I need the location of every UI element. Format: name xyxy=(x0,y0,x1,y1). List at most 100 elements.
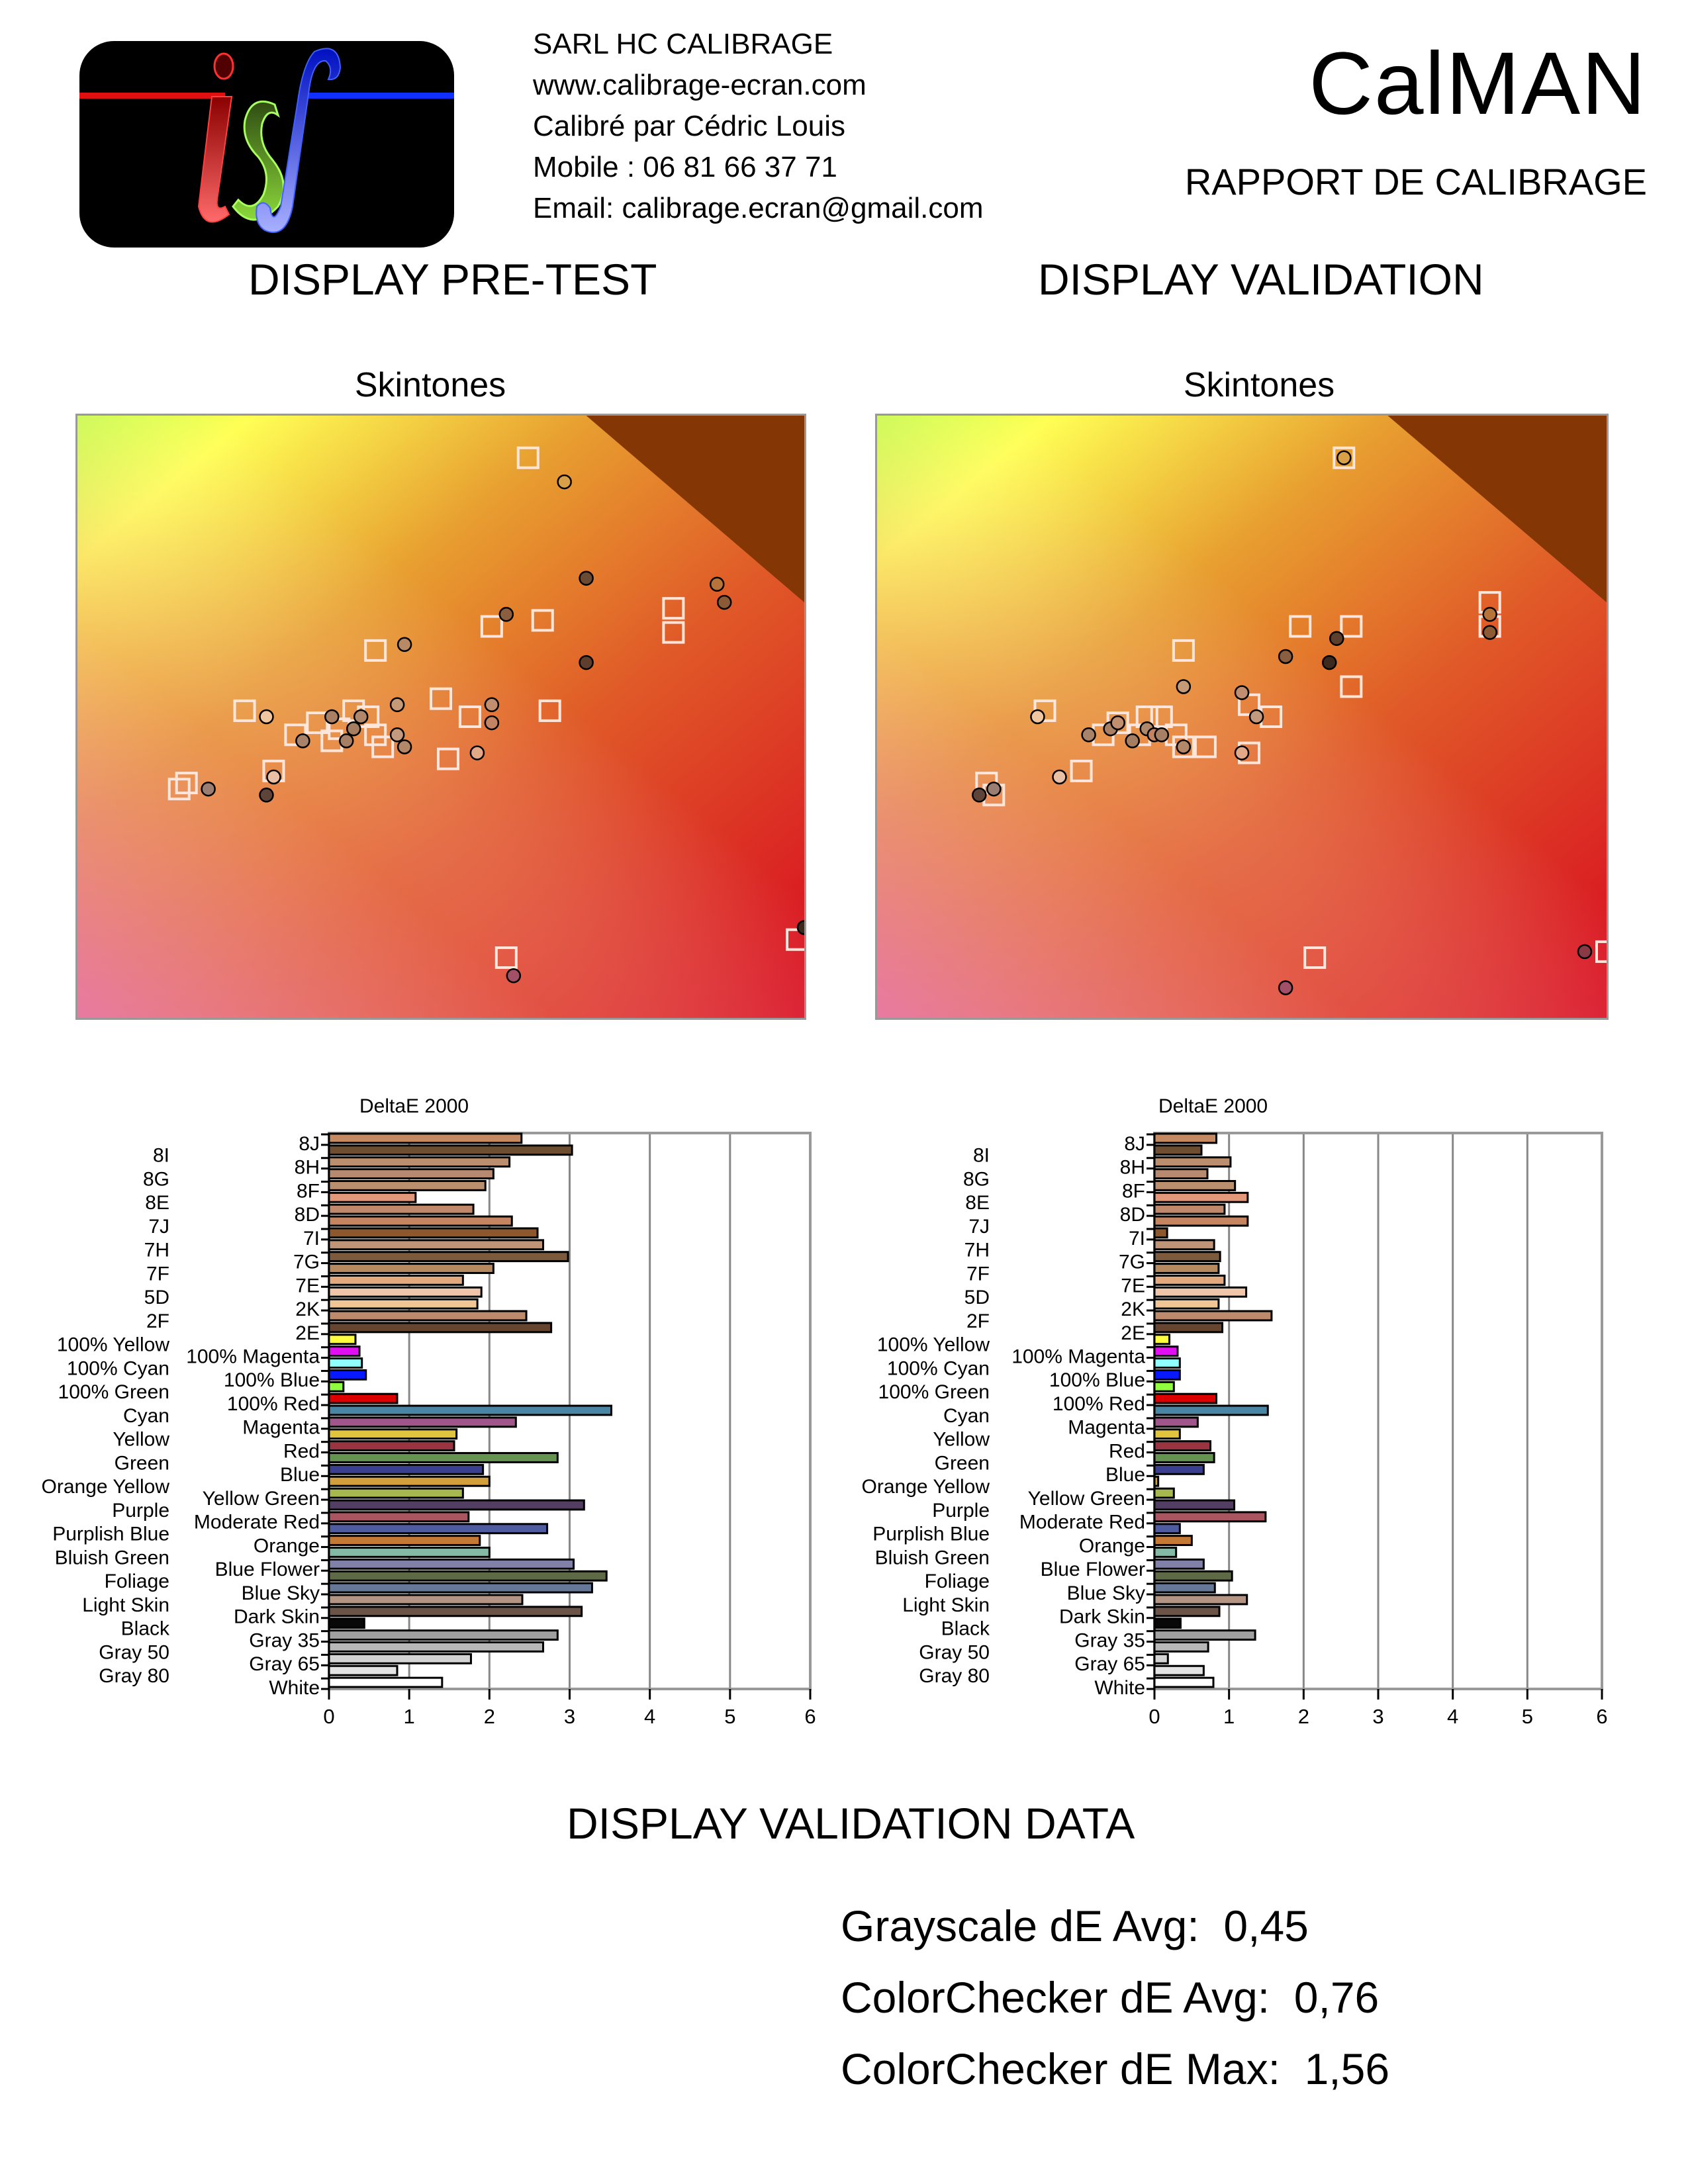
skintones-pink-overlay xyxy=(77,416,804,1018)
bar-gray-35 xyxy=(1153,1629,1256,1641)
skintone-target-marker xyxy=(233,699,256,722)
bar-7j xyxy=(1153,1215,1249,1227)
x-tick-label: 0 xyxy=(323,1705,334,1728)
category-label: Black xyxy=(121,1618,170,1640)
category-label: 8I xyxy=(153,1145,169,1167)
bar-100-blue xyxy=(1153,1369,1181,1381)
validation-title: DISPLAY VALIDATION xyxy=(1038,255,1484,304)
bar-8g xyxy=(1153,1168,1209,1179)
bar-yellow-green xyxy=(328,1487,464,1499)
bar-100-magenta xyxy=(328,1345,361,1357)
category-label: Bluish Green xyxy=(55,1547,169,1569)
x-tick-label: 3 xyxy=(564,1705,575,1728)
category-label: White xyxy=(1094,1677,1145,1699)
mobile-number: Mobile : 06 81 66 37 71 xyxy=(533,151,837,183)
deltae-title-validation: DeltaE 2000 xyxy=(1158,1095,1268,1117)
bar-8j xyxy=(1153,1132,1218,1144)
bar-red xyxy=(328,1440,455,1452)
category-label: 100% Yellow xyxy=(877,1334,990,1356)
category-label: 100% Red xyxy=(227,1393,320,1415)
category-label: Foliage xyxy=(925,1570,990,1592)
category-label: Purplish Blue xyxy=(52,1524,169,1545)
skintone-measured-point xyxy=(1336,450,1352,465)
skintone-target-marker xyxy=(436,747,459,770)
bar-blue-flower xyxy=(328,1558,575,1570)
category-label: Magenta xyxy=(242,1417,320,1439)
skintones-title-pretest: Skintones xyxy=(354,366,506,404)
skintone-target-marker xyxy=(494,946,518,969)
x-tick-label: 3 xyxy=(1372,1705,1383,1728)
email-address[interactable]: Email: calibrage.ecran@gmail.com xyxy=(533,192,984,224)
bar-dark-skin xyxy=(1153,1606,1221,1617)
skintone-target-marker xyxy=(364,639,387,662)
bar-100-yellow xyxy=(1153,1334,1171,1345)
category-label: 8H xyxy=(1120,1157,1145,1179)
category-label: 8G xyxy=(143,1168,169,1190)
skintone-target-marker xyxy=(167,778,191,801)
skintone-measured-point xyxy=(397,739,412,754)
skintone-measured-point xyxy=(1176,739,1192,754)
skintone-measured-point xyxy=(1278,980,1293,995)
category-label: 100% Cyan xyxy=(67,1357,169,1379)
bar-100-yellow xyxy=(328,1334,357,1345)
skintone-measured-point xyxy=(1154,727,1170,743)
bar-yellow-green xyxy=(1153,1487,1175,1499)
skintone-measured-point xyxy=(389,697,405,713)
category-label: Green xyxy=(935,1452,990,1474)
bar-2f xyxy=(328,1310,528,1322)
bar-cyan xyxy=(328,1404,613,1416)
category-label: 5D xyxy=(964,1287,990,1308)
stat-grayscale-avg: Grayscale dE Avg: 0,45 xyxy=(841,1899,1309,1952)
bar-white xyxy=(1153,1676,1215,1688)
website-link[interactable]: www.calibrage-ecran.com xyxy=(533,69,867,101)
skintone-measured-point xyxy=(506,968,522,983)
skintone-target-marker xyxy=(1303,946,1327,969)
category-label: Foliage xyxy=(105,1570,169,1592)
category-label: 2K xyxy=(1121,1298,1145,1320)
category-label: 100% Red xyxy=(1053,1393,1145,1415)
skintone-measured-point xyxy=(353,709,369,725)
bar-magenta xyxy=(328,1416,517,1428)
bar-8e xyxy=(328,1191,417,1203)
category-label: Gray 65 xyxy=(249,1653,320,1675)
category-label: Bluish Green xyxy=(875,1547,990,1569)
bar-2e xyxy=(1153,1322,1224,1334)
category-label: Cyan xyxy=(123,1405,169,1427)
category-label: Blue Flower xyxy=(1041,1559,1145,1580)
x-tick-label: 2 xyxy=(484,1705,495,1728)
skintone-measured-point xyxy=(1052,769,1067,785)
skintone-measured-point xyxy=(498,607,514,622)
category-label: Gray 35 xyxy=(1074,1629,1145,1651)
category-label: 8J xyxy=(299,1133,320,1155)
stat-value: 0,45 xyxy=(1223,1901,1309,1950)
bar-foliage xyxy=(328,1570,608,1582)
category-label: 7G xyxy=(1119,1251,1145,1273)
deltae-title-pretest: DeltaE 2000 xyxy=(359,1095,469,1117)
category-label: Yellow Green xyxy=(203,1488,320,1510)
category-label: Orange xyxy=(1079,1535,1145,1557)
x-tick-label: 1 xyxy=(404,1705,415,1728)
skintone-target-marker xyxy=(364,723,387,747)
bar-7g xyxy=(328,1251,569,1263)
skintone-measured-point xyxy=(346,721,361,737)
skintone-measured-point xyxy=(259,709,274,725)
category-label: Green xyxy=(115,1452,169,1474)
category-label: Yellow xyxy=(933,1429,990,1451)
category-label: Cyan xyxy=(943,1405,990,1427)
bar-magenta xyxy=(1153,1416,1199,1428)
pretest-title: DISPLAY PRE-TEST xyxy=(248,255,657,304)
category-label: Gray 80 xyxy=(919,1665,990,1687)
bar-100-red xyxy=(328,1392,399,1404)
skintone-measured-point xyxy=(579,655,594,670)
category-label: 2K xyxy=(295,1298,320,1320)
skintone-measured-point xyxy=(339,733,354,749)
bar-gray-50 xyxy=(328,1641,545,1653)
stat-value: 1,56 xyxy=(1304,2044,1390,2093)
skintone-target-marker xyxy=(1150,705,1173,728)
skintone-target-marker xyxy=(531,609,554,632)
category-label: Moderate Red xyxy=(194,1512,320,1533)
stat-value: 0,76 xyxy=(1293,1973,1380,2022)
skintone-target-marker xyxy=(480,615,503,638)
stat-label: Grayscale dE Avg: xyxy=(841,1901,1199,1950)
category-label: Purple xyxy=(112,1500,169,1522)
